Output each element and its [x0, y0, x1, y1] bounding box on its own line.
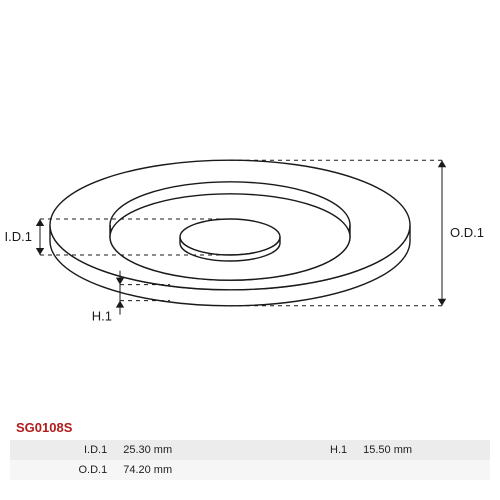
spec-val-id: 25.30 mm — [115, 440, 250, 460]
spec-val-od: 74.20 mm — [115, 460, 250, 480]
part-number: SG0108S — [16, 420, 72, 435]
spec-key-id: I.D.1 — [10, 440, 115, 460]
table-row: O.D.1 74.20 mm — [10, 460, 490, 480]
spec-val-h: 15.50 mm — [355, 440, 490, 460]
svg-text:I.D.1: I.D.1 — [5, 229, 32, 244]
svg-text:H.1: H.1 — [92, 309, 112, 324]
spec-key-h: H.1 — [250, 440, 355, 460]
table-row: I.D.1 25.30 mm H.1 15.50 mm — [10, 440, 490, 460]
spec-key-od: O.D.1 — [10, 460, 115, 480]
svg-text:O.D.1: O.D.1 — [450, 225, 484, 240]
spec-table: I.D.1 25.30 mm H.1 15.50 mm O.D.1 74.20 … — [10, 440, 490, 480]
washer-diagram: I.D.1 O.D.1 H.1 — [0, 0, 500, 420]
